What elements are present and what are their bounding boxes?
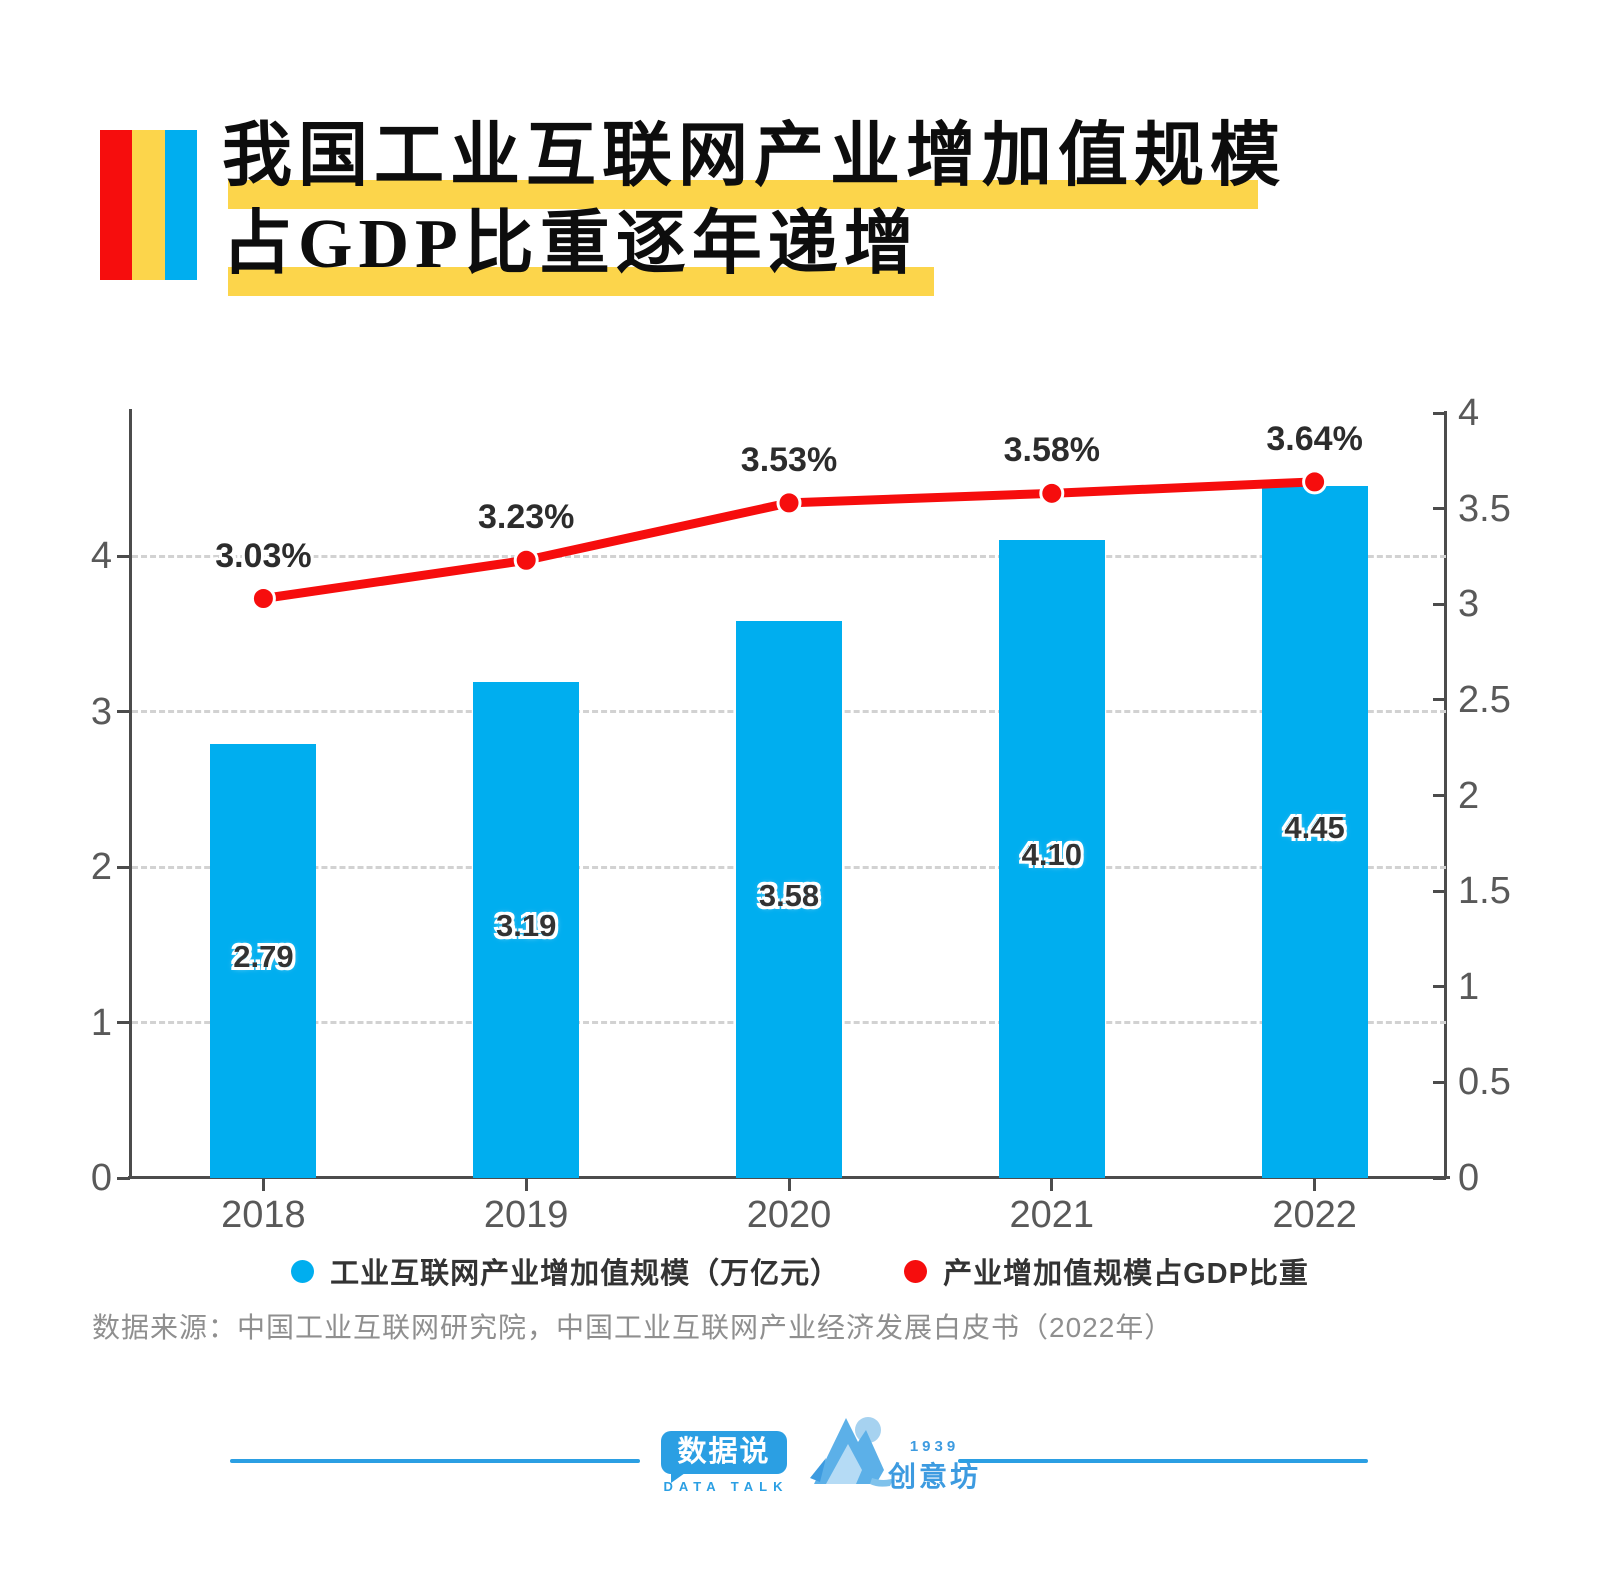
page-title-line1: 我国工业互联网产业增加值规模 bbox=[222, 118, 1286, 195]
accent-stripe-yellow bbox=[132, 130, 165, 280]
right-axis-tick bbox=[1433, 889, 1446, 893]
x-axis-tick bbox=[261, 1178, 265, 1191]
chuangyifang-name: 创意坊 bbox=[888, 1462, 982, 1493]
x-axis-tick bbox=[524, 1178, 528, 1191]
footer-divider-right bbox=[958, 1459, 1368, 1463]
x-axis-tick bbox=[1050, 1178, 1054, 1191]
chuangyifang-year: 1939 bbox=[909, 1438, 960, 1455]
datatalk-speech-bubble: 数据说 bbox=[661, 1431, 787, 1483]
right-axis-tick bbox=[1433, 698, 1446, 702]
left-axis-tick bbox=[117, 1176, 130, 1180]
bar-value-label: 4.45 bbox=[1284, 810, 1345, 845]
right-axis-tick bbox=[1433, 1080, 1446, 1084]
footer-divider-left bbox=[230, 1459, 640, 1463]
legend-label-line-series: 产业增加值规模占GDP比重 bbox=[943, 1258, 1309, 1290]
datatalk-logo-en: DATA TALK bbox=[663, 1479, 789, 1494]
left-axis-tick-label: 1 bbox=[90, 1001, 112, 1044]
line-point-2018 bbox=[250, 586, 276, 612]
left-axis-tick-label: 2 bbox=[90, 846, 112, 888]
left-axis-tick bbox=[117, 1021, 130, 1024]
left-axis-tick-label: 4 bbox=[90, 535, 112, 577]
left-axis-line bbox=[129, 409, 132, 1179]
x-axis-label-2021: 2021 bbox=[1009, 1194, 1095, 1236]
line-point-label: 3.03% bbox=[215, 536, 312, 575]
legend-dot-blue bbox=[291, 1259, 315, 1283]
right-axis-tick bbox=[1433, 507, 1446, 511]
title-highlight-line2 bbox=[228, 267, 934, 296]
legend-dot-red bbox=[904, 1259, 928, 1283]
bar-2018 bbox=[210, 744, 317, 1178]
right-axis-tick-label: 2.5 bbox=[1458, 678, 1511, 721]
right-axis-tick-label: 0 bbox=[1458, 1157, 1480, 1199]
line-point-label: 3.64% bbox=[1266, 419, 1363, 458]
x-axis-tick bbox=[1313, 1178, 1317, 1191]
right-axis-tick-label: 4 bbox=[1458, 392, 1480, 434]
mountain-brush-icon bbox=[810, 1417, 894, 1487]
bar-2019 bbox=[473, 681, 580, 1178]
line-point-label: 3.23% bbox=[477, 498, 575, 537]
bar-value-label: 3.19 bbox=[496, 907, 557, 943]
line-point-2019 bbox=[513, 547, 539, 573]
line-point-label: 3.53% bbox=[740, 440, 838, 479]
bar-2020 bbox=[736, 621, 842, 1178]
chuangyifang-text: 1939 创意坊 bbox=[888, 1408, 981, 1495]
line-point-2021 bbox=[1039, 480, 1065, 506]
page-title-line2: 占GDP比重逐年递增 bbox=[222, 206, 920, 283]
x-axis-label-2019: 2019 bbox=[483, 1194, 569, 1236]
left-axis-tick bbox=[117, 554, 130, 558]
left-axis-tick-label: 0 bbox=[90, 1157, 112, 1199]
legend-item-bar-series: 工业互联网产业增加值规模（万亿元） bbox=[291, 1250, 840, 1292]
gdp-share-polyline bbox=[258, 477, 1320, 604]
right-axis-tick bbox=[1433, 602, 1446, 606]
accent-stripe-red bbox=[100, 130, 133, 280]
x-axis-label-2018: 2018 bbox=[221, 1194, 306, 1236]
x-axis-label-2022: 2022 bbox=[1272, 1194, 1357, 1236]
accent-stripe-blue bbox=[164, 130, 197, 280]
x-axis-label-2020: 2020 bbox=[746, 1194, 832, 1236]
left-axis-tick bbox=[117, 710, 130, 713]
right-axis-tick-label: 1.5 bbox=[1458, 870, 1511, 913]
legend: 工业互联网产业增加值规模（万亿元） 产业增加值规模占GDP比重 bbox=[0, 1250, 1600, 1292]
right-axis-tick bbox=[1433, 1176, 1446, 1180]
line-point-label: 3.58% bbox=[1003, 431, 1100, 470]
line-point-2020 bbox=[776, 490, 802, 516]
legend-item-line-series: 产业增加值规模占GDP比重 bbox=[904, 1250, 1309, 1292]
left-axis-tick-label: 3 bbox=[90, 690, 112, 733]
right-axis-tick-label: 3 bbox=[1458, 583, 1480, 626]
legend-label-bar-series: 工业互联网产业增加值规模（万亿元） bbox=[330, 1258, 841, 1290]
x-axis-tick bbox=[787, 1178, 791, 1191]
datatalk-logo: 数据说 DATA TALK bbox=[661, 1431, 791, 1494]
chuangyifang-logo: 1939 创意坊 bbox=[806, 1408, 981, 1495]
right-axis-tick-label: 1 bbox=[1458, 965, 1480, 1008]
right-axis-tick bbox=[1433, 985, 1446, 989]
right-axis-tick bbox=[1433, 411, 1446, 415]
right-axis-tick bbox=[1433, 794, 1446, 797]
datatalk-logo-cn: 数据说 bbox=[677, 1436, 771, 1468]
right-axis-tick-label: 0.5 bbox=[1458, 1061, 1511, 1104]
bar-2021 bbox=[998, 540, 1105, 1178]
bar-value-label: 2.79 bbox=[233, 939, 294, 975]
left-axis-tick bbox=[117, 865, 130, 869]
title-highlight-line1 bbox=[228, 180, 1258, 209]
bar-value-label: 3.58 bbox=[758, 877, 820, 913]
tricolor-accent-bar bbox=[100, 130, 197, 280]
right-axis-tick-label: 3.5 bbox=[1458, 487, 1511, 530]
right-axis-tick-label: 2 bbox=[1458, 774, 1480, 817]
data-source-note: 数据来源：中国工业互联网研究院，中国工业互联网产业经济发展白皮书（2022年） bbox=[92, 1312, 1174, 1343]
bar-value-label: 4.10 bbox=[1021, 837, 1082, 873]
